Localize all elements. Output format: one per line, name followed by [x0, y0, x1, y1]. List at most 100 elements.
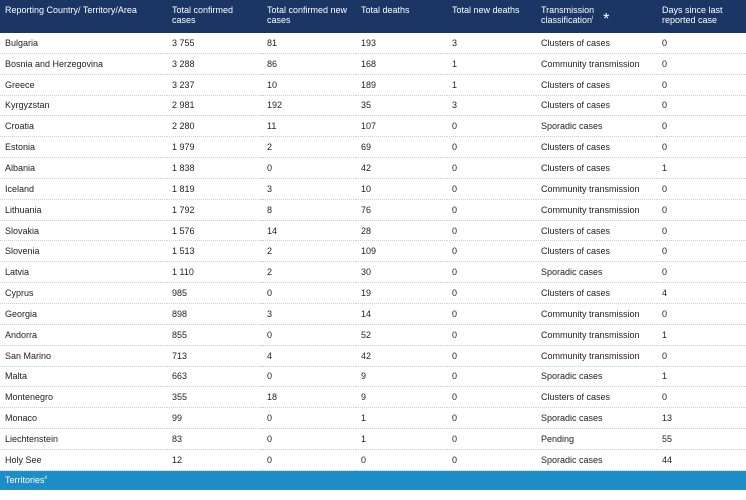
table-row: Holy See 12 0 0 0 Sporadic cases 44 — [0, 449, 746, 471]
header-cell: Total confirmed new cases — [262, 0, 356, 33]
value-cell: 985 — [167, 282, 262, 304]
value-cell: Community transmission — [536, 178, 657, 200]
table-row: Monaco 99 0 1 0 Sporadic cases 13 — [0, 407, 746, 430]
value-cell: 0 — [447, 157, 536, 179]
table-row: Slovenia 1 513 2 109 0 Clusters of cases 0 — [0, 240, 746, 263]
value-cell: Sporadic cases — [536, 366, 657, 388]
value-cell: 10 — [356, 178, 447, 200]
value-cell: 0 — [447, 407, 536, 430]
value-cell: 1 — [657, 366, 746, 388]
value-cell: 55 — [657, 428, 746, 450]
country-cell: Lithuania — [0, 199, 167, 221]
value-cell: 0 — [447, 261, 536, 284]
value-cell: 0 — [447, 345, 536, 367]
value-cell: 0 — [447, 115, 536, 138]
value-cell: 12 — [167, 449, 262, 471]
value-cell: Community transmission — [536, 345, 657, 367]
value-cell: 3 — [447, 95, 536, 117]
value-cell: 0 — [657, 53, 746, 75]
value-cell: 3 237 — [167, 74, 262, 96]
value-cell: 81 — [262, 33, 356, 54]
value-cell: 11 — [262, 115, 356, 138]
asterisk: * — [603, 11, 610, 28]
value-cell: Sporadic cases — [536, 115, 657, 138]
value-cell: 0 — [657, 489, 746, 500]
value-cell: 855 — [167, 324, 262, 346]
table-row: Greece 3 237 10 189 1 Clusters of cases 0 — [0, 74, 746, 96]
value-cell: 44 — [657, 449, 746, 471]
value-cell: 0 — [447, 178, 536, 200]
table-row: Lithuania 1 792 8 76 0 Community transmission… — [0, 199, 746, 221]
value-cell: 0 — [447, 489, 536, 500]
value-cell: 1 838 — [167, 157, 262, 179]
value-cell: 1 979 — [167, 136, 262, 159]
value-cell: 0 — [262, 324, 356, 346]
footnote-mark: ii — [44, 475, 47, 482]
country-cell: Malta — [0, 366, 167, 388]
value-cell: 4 — [657, 282, 746, 304]
header-cell: Total deaths — [356, 0, 447, 33]
country-cell: Iceland — [0, 178, 167, 200]
header-cell: Days since last reported case — [657, 0, 746, 33]
value-cell: 0 — [657, 178, 746, 200]
value-cell: Sporadic cases — [536, 407, 657, 430]
value-cell: 1 792 — [167, 199, 262, 221]
value-cell: 109 — [356, 240, 447, 263]
country-cell: Albania — [0, 157, 167, 179]
value-cell: 0 — [447, 428, 536, 450]
value-cell: 24 — [356, 489, 447, 500]
value-cell: 0 — [657, 261, 746, 284]
value-cell: 13 — [657, 407, 746, 430]
value-cell: 99 — [167, 407, 262, 430]
header-text: Total new deaths — [452, 5, 520, 15]
value-cell: 10 — [262, 74, 356, 96]
value-cell: 0 — [262, 407, 356, 430]
value-cell: 3 755 — [167, 33, 262, 54]
header-text: Transmission classification — [541, 5, 595, 25]
value-cell: Clusters of cases — [536, 157, 657, 179]
table-row: Georgia 898 3 14 0 Community transmission 0 — [0, 303, 746, 325]
value-cell: 28 — [356, 220, 447, 242]
value-cell: 107 — [356, 115, 447, 138]
value-cell: 713 — [167, 345, 262, 367]
value-cell: Pending — [536, 428, 657, 450]
section-row: Territoriesii — [0, 470, 746, 490]
country-cell: Slovakia — [0, 220, 167, 242]
country-cell: Liechtenstein — [0, 428, 167, 450]
country-cell: Montenegro — [0, 386, 167, 409]
country-cell: Bulgaria — [0, 33, 167, 54]
value-cell: 0 — [657, 386, 746, 409]
value-cell: Sporadic cases — [536, 261, 657, 284]
value-cell: 1 — [356, 428, 447, 450]
value-cell: 1 — [657, 157, 746, 179]
value-cell: 1 — [356, 407, 447, 430]
value-cell: 0 — [657, 95, 746, 117]
value-cell: 1 — [447, 53, 536, 75]
country-cell: Monaco — [0, 407, 167, 430]
value-cell: Clusters of cases — [536, 220, 657, 242]
value-cell: 1 — [657, 324, 746, 346]
value-cell: 663 — [167, 366, 262, 388]
country-cell: Bosnia and Herzegovina — [0, 53, 167, 75]
header-cell: Transmission classificationi * — [536, 0, 657, 33]
table-row: Malta 663 0 9 0 Sporadic cases 1 — [0, 366, 746, 388]
table-row: Andorra 855 0 52 0 Community transmission 1 — [0, 324, 746, 346]
country-cell: Andorra — [0, 324, 167, 346]
value-cell: 0 — [447, 282, 536, 304]
header-text: Reporting Country/ Territory/Area — [5, 5, 137, 15]
table-row: Bulgaria 3 755 81 193 3 Clusters of cases 0 — [0, 33, 746, 54]
footnote-mark: i — [592, 15, 594, 21]
value-cell: 0 — [447, 199, 536, 221]
country-cell: Latvia — [0, 261, 167, 284]
value-cell: Clusters of cases — [536, 136, 657, 159]
header-cell: Total confirmed cases — [167, 0, 262, 33]
value-cell: 0 — [657, 33, 746, 54]
country-cell: Georgia — [0, 303, 167, 325]
table-row: Kyrgyzstan 2 981 192 35 3 Clusters of cases 0 — [0, 95, 746, 117]
value-cell: 2 981 — [167, 95, 262, 117]
value-cell: 76 — [356, 199, 447, 221]
value-cell: Clusters of cases — [536, 74, 657, 96]
value-cell: 0 — [262, 449, 356, 471]
value-cell: 192 — [262, 95, 356, 117]
